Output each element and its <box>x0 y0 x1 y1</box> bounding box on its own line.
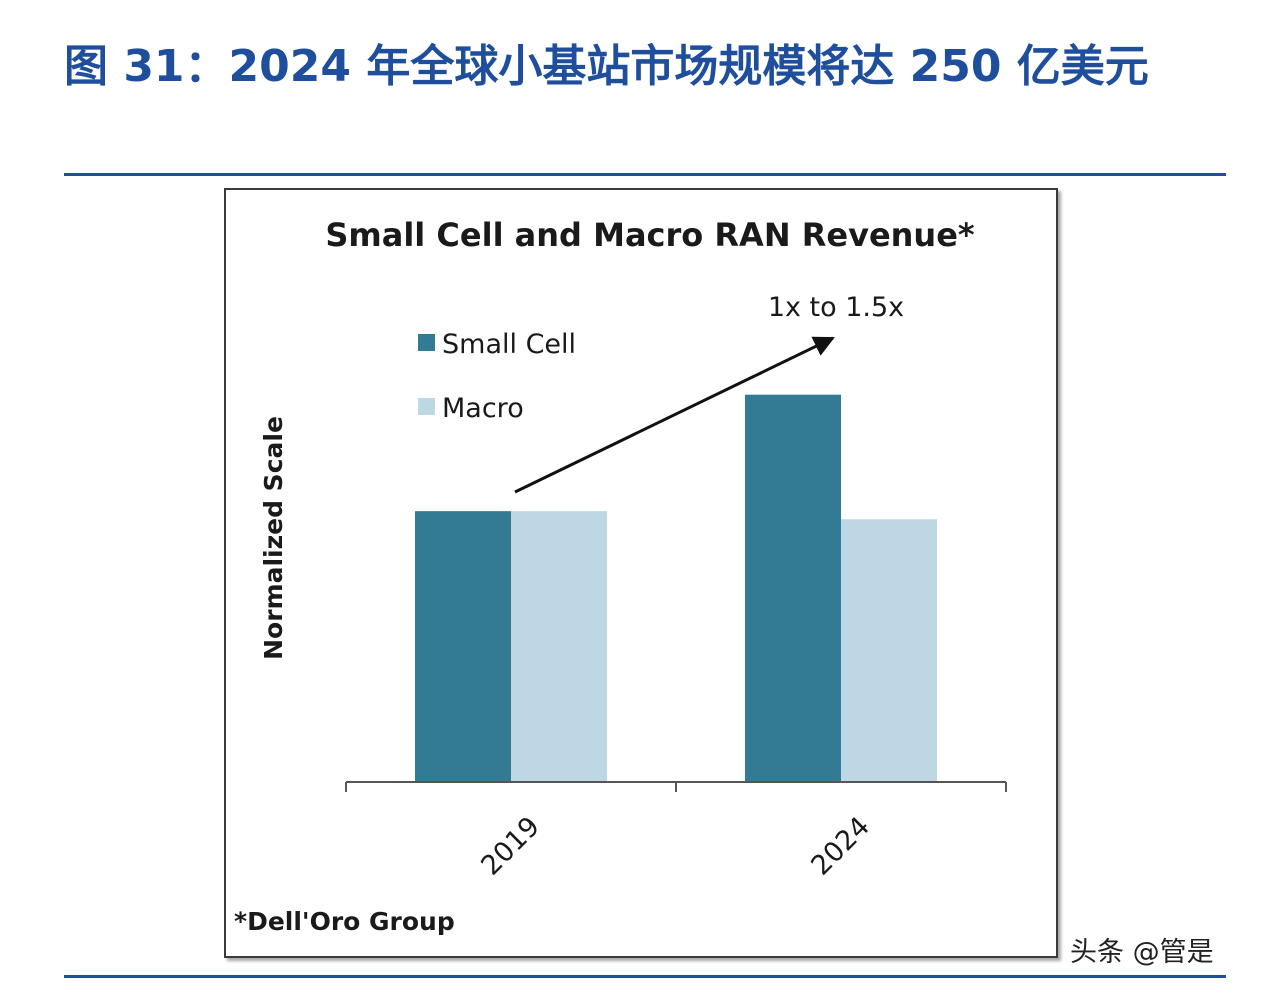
x-tick-label-2024: 2024 <box>805 811 876 882</box>
growth-annotation: 1x to 1.5x <box>768 292 904 323</box>
bar-small-cell-2019 <box>415 511 511 782</box>
figure-title: 图 31：2024 年全球小基站市场规模将达 250 亿美元 <box>64 41 1149 92</box>
legend: Small Cell Macro <box>418 329 576 424</box>
bars <box>415 394 937 782</box>
chart-panel: Small Cell and Macro RAN Revenue* Normal… <box>224 188 1058 958</box>
legend-swatch-small-cell <box>418 334 435 351</box>
x-axis: 2019 2024 <box>345 781 1007 882</box>
title-rule <box>64 173 1226 176</box>
bottom-rule <box>64 975 1226 978</box>
bar-macro-2024 <box>841 519 937 782</box>
watermark: 头条 @管是 <box>1070 937 1214 968</box>
legend-label-small-cell: Small Cell <box>442 329 576 360</box>
bar-small-cell-2024 <box>745 394 841 782</box>
trend-arrow <box>514 336 835 494</box>
legend-swatch-macro <box>418 398 435 415</box>
bar-macro-2019 <box>511 511 607 782</box>
bar-chart: Small Cell and Macro RAN Revenue* Normal… <box>234 216 1007 936</box>
chart-title: Small Cell and Macro RAN Revenue* <box>325 216 975 254</box>
y-axis-label: Normalized Scale <box>259 416 288 660</box>
legend-label-macro: Macro <box>442 393 524 424</box>
x-tick-label-2019: 2019 <box>475 811 546 882</box>
source-note: *Dell'Oro Group <box>234 907 455 936</box>
